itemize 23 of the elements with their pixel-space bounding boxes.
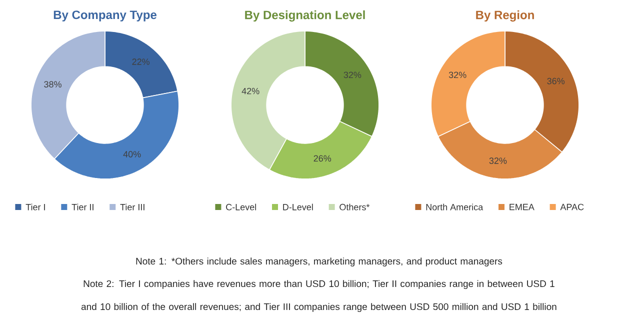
data-label: 32% [489,158,507,164]
data-label: 26% [314,155,332,162]
legend-label: Tier I [26,204,45,210]
chart-title: By Region [476,10,534,22]
data-label: 40% [123,151,141,158]
data-label: 22% [132,58,150,65]
data-label: 36% [547,78,565,84]
legend-label: APAC [560,204,584,210]
legend-label: D-Level [283,204,313,210]
data-label: 38% [44,81,62,88]
chart-title: By Company Type [54,10,156,22]
data-label: 32% [448,72,466,78]
legend-label: C-Level [226,204,256,210]
chart-title: By Designation Level [245,10,365,22]
data-label: 32% [344,72,362,78]
text: Note 1: *Others include sales managers, marketing managers, and product managers [136,258,502,266]
legend-label: Tier III [120,204,144,210]
data-label: 42% [242,88,260,94]
legend-label: Others* [340,204,370,210]
text: Note 2: Tier I companies have revenues more than USD 10 billion; Tier II companies range in between USD 1 and 10 billion of the overall revenues; and Tier III companies range between USD 500 million and USD 1 billion [81,280,556,312]
legend-label: North America [426,204,484,210]
legend-label: Tier II [72,204,94,210]
legend-label: EMEA [510,204,534,210]
